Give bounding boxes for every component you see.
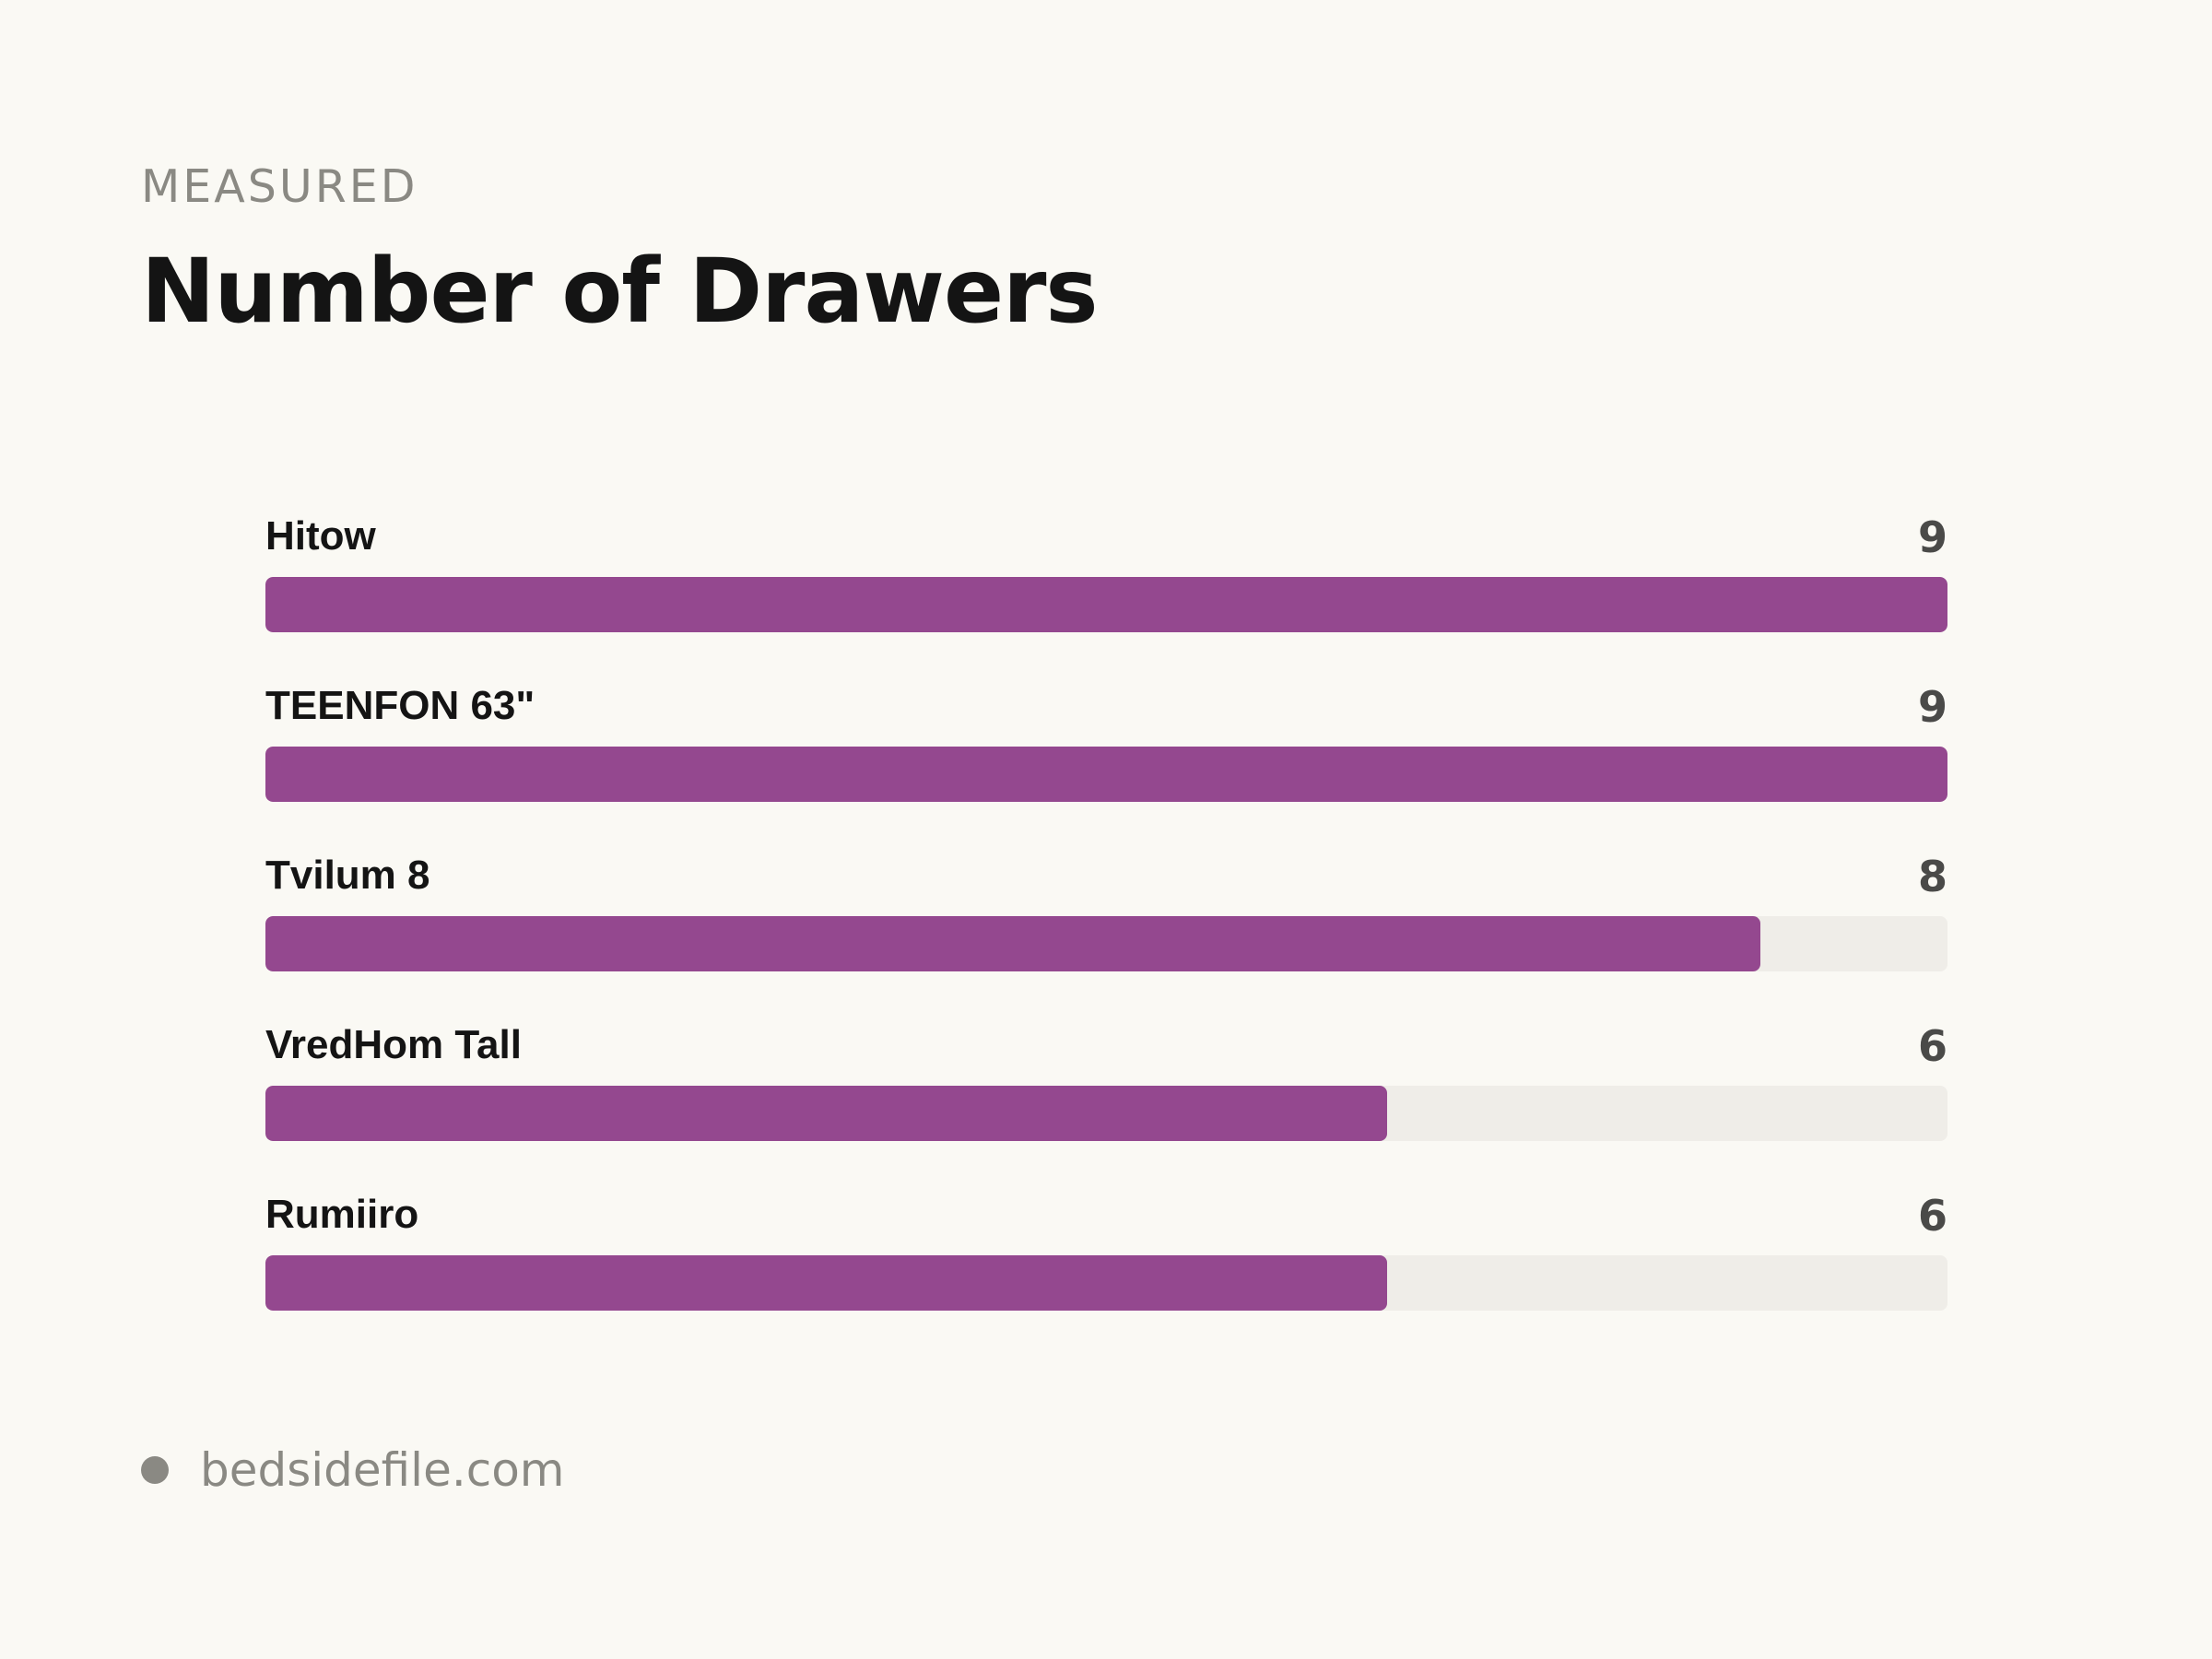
bar xyxy=(265,577,1947,632)
bar-row: VredHom Tall 6 xyxy=(265,1006,1947,1176)
bar-track xyxy=(265,747,1947,802)
bullet-icon xyxy=(141,1456,169,1484)
bar-label: VredHom Tall xyxy=(265,1022,522,1067)
source-footer: bedsidefile.com xyxy=(141,1447,565,1493)
bar-track xyxy=(265,916,1947,971)
bar-label: Hitow xyxy=(265,513,376,559)
bar-track xyxy=(265,1255,1947,1311)
bar-value-label: 6 xyxy=(1917,1021,1947,1071)
bar-track xyxy=(265,1086,1947,1141)
bar-value-label: 9 xyxy=(1917,512,1947,562)
chart-title: Number of Drawers xyxy=(141,240,1099,343)
bar-label: Tvilum 8 xyxy=(265,853,430,898)
bar-value-label: 8 xyxy=(1917,852,1947,901)
bar xyxy=(265,916,1761,971)
source-link[interactable]: bedsidefile.com xyxy=(200,1443,565,1497)
bar xyxy=(265,1255,1387,1311)
chart-eyebrow: MEASURED xyxy=(141,160,418,213)
bar-label: Rumiiro xyxy=(265,1192,419,1237)
bar-label: TEENFON 63" xyxy=(265,683,535,728)
bar-row: Rumiiro 6 xyxy=(265,1176,1947,1346)
bar-row: Hitow 9 xyxy=(265,498,1947,667)
bar-track xyxy=(265,577,1947,632)
bar xyxy=(265,1086,1387,1141)
bar xyxy=(265,747,1947,802)
bar-value-label: 9 xyxy=(1917,682,1947,732)
bar-row: Tvilum 8 8 xyxy=(265,837,1947,1006)
bar-chart: Hitow 9 TEENFON 63" 9 Tvilum 8 8 VredHom Tall 6… xyxy=(265,498,1947,1346)
bar-row: TEENFON 63" 9 xyxy=(265,667,1947,837)
bar-value-label: 6 xyxy=(1917,1191,1947,1241)
